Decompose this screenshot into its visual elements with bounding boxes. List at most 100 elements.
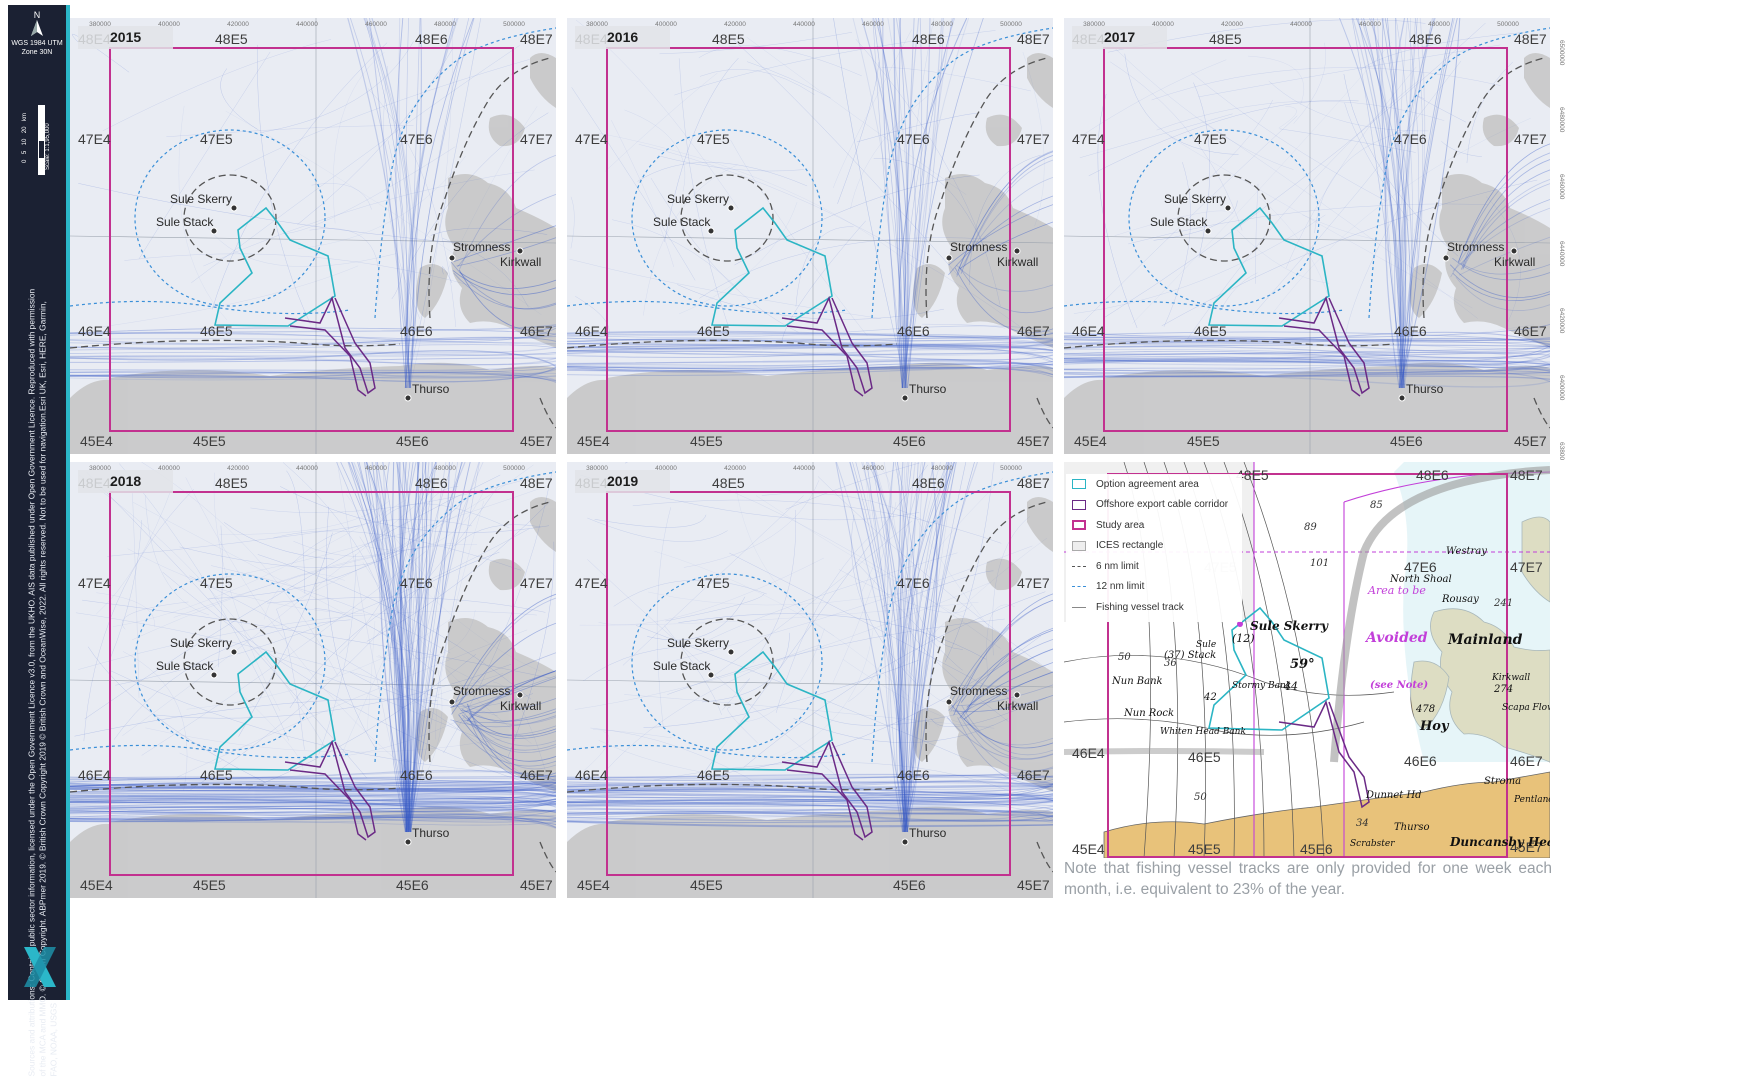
easting-tick-label: 420000 [724,21,746,28]
vessel-track [1064,346,1550,359]
place-label-sule-stack: Sule Stack [653,215,711,229]
chart-marker [1237,621,1243,627]
vessel-track [70,803,556,810]
vessel-track [1292,324,1534,349]
vessel-track [567,338,1053,350]
vessel-track [70,818,556,823]
vessel-track [1381,18,1407,389]
ices-label: 47E7 [520,575,553,591]
vessel-track [657,155,804,172]
vessel-track [961,671,1053,714]
vessel-track [367,88,457,328]
vessel-track [873,462,907,833]
vessel-track [453,225,556,262]
land-orkney-mainland [942,618,1053,792]
vessel-track [895,462,951,833]
easting-tick-label: 440000 [1290,21,1312,28]
ices-label: 45E4 [1072,841,1105,857]
vessel-track [1200,119,1478,319]
vessel-track [954,267,1053,334]
vessel-track [1397,18,1434,389]
ices-label: 45E6 [396,433,429,449]
vessel-track [567,804,1053,815]
vessel-track [458,597,556,704]
vessel-track [647,591,899,606]
chart-label-see-note: (see Note) [1370,680,1428,691]
vessel-track [1402,18,1454,389]
ices-label: 47E4 [78,575,111,591]
legend-swatch-track [1072,606,1086,608]
legend-label: Study area [1096,519,1145,531]
ices-label: 45E5 [690,433,723,449]
place-label-stromness: Stromness [950,684,1007,698]
vessel-track [1104,22,1486,318]
vessel-track [238,532,333,737]
vessel-track [875,18,909,389]
chart-label-pentland: Pentland Fir [1513,795,1550,805]
ices-label: 47E5 [200,575,233,591]
vessel-track [124,253,492,292]
vessel-track [1384,18,1406,389]
vessel-track [567,785,1053,792]
vessel-track [1151,67,1501,101]
depth-contour [1064,654,1395,696]
vessel-track [948,204,1053,266]
vessel-track [894,537,1048,671]
six-nm-limit-orkney [1422,57,1545,319]
vessel-track [365,462,412,833]
vessel-track [297,48,453,225]
vessel-track [902,18,915,389]
ices-label: 46E6 [897,767,930,783]
ices-label: 46E5 [697,323,730,339]
vessel-track [70,785,556,795]
vessel-track [852,462,904,833]
vessel-track [1064,358,1550,364]
ices-label: 45E5 [193,877,226,893]
vessel-track [735,485,835,637]
ices-label: 46E7 [1017,323,1050,339]
vessel-track [298,155,466,249]
vessel-track [263,573,346,620]
six-nm-limit [70,501,556,873]
vessel-track [396,462,409,833]
vessel-track [458,269,556,331]
vessel-track [388,462,437,833]
vessel-track [929,477,1004,572]
vessel-track [399,462,437,833]
vessel-track [70,807,556,814]
vessel-track [664,57,739,242]
land-west [1064,379,1104,454]
vessel-track [902,18,955,389]
twelve-nm-limit-sule [134,129,326,307]
chart-label-n42: 42 [1203,692,1217,703]
six-nm-limit-east [1036,841,1053,873]
option-agreement-area [711,206,833,327]
vessel-track [145,727,502,753]
vessel-track [730,139,868,337]
place-label-sule-skerry: Sule Skerry [1164,192,1226,206]
vessel-track [906,462,952,833]
cable-corridor [284,295,376,395]
vessel-track [903,18,984,389]
vessel-track [70,366,556,383]
scale-unit: km [22,113,28,121]
vessel-track [656,507,672,726]
vessel-track [604,72,718,172]
vessel-track [567,362,1053,370]
place-marker [901,838,909,846]
vessel-track [567,783,1053,799]
ices-label: 46E6 [1394,323,1427,339]
vessel-track [191,45,520,284]
place-marker [1510,247,1518,255]
chart-label-thurso-small: Thurso [1394,822,1429,833]
vessel-track [399,673,504,709]
scale-tick-10: 10 [22,138,28,146]
vessel-track [835,462,909,833]
legend-label: Option agreement area [1096,478,1199,490]
vessel-track [364,18,414,389]
vessel-track [956,684,1053,707]
vessel-track [70,769,556,782]
chart-label-westray: Westray [1446,546,1487,557]
vessel-track [186,618,452,710]
vessel-track [406,18,421,389]
